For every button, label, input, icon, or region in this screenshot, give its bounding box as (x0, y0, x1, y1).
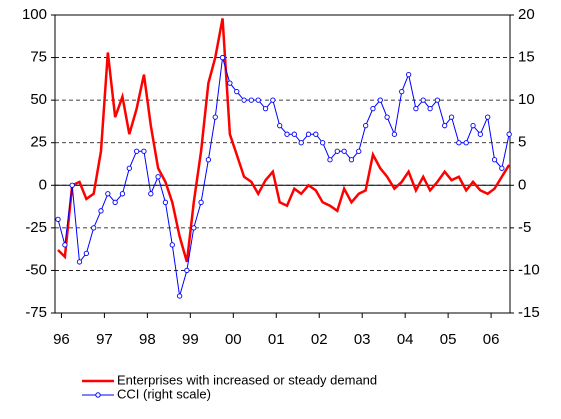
x-tick-label: 98 (139, 331, 156, 348)
y2-tick-label: 10 (518, 91, 535, 108)
point (420, 97, 426, 103)
point (148, 191, 154, 197)
point (477, 131, 484, 137)
point (105, 191, 111, 197)
point (384, 114, 390, 120)
point (399, 88, 405, 95)
point (234, 88, 240, 95)
point (356, 148, 362, 154)
legend-label: CCI (right scale) (117, 386, 211, 401)
point (98, 208, 104, 214)
point (198, 199, 204, 205)
y2-tick-label: -5 (518, 219, 531, 236)
point (298, 140, 304, 146)
x-tick-label: 04 (397, 331, 414, 348)
point (456, 140, 462, 146)
point (370, 106, 376, 112)
point (377, 97, 383, 103)
point (413, 106, 419, 112)
point (499, 165, 505, 171)
point (427, 106, 433, 112)
point (491, 157, 498, 163)
point (362, 123, 369, 129)
point (448, 114, 455, 120)
point (262, 106, 269, 112)
point (162, 199, 169, 205)
point (434, 97, 441, 103)
point (506, 131, 512, 137)
point (62, 242, 68, 248)
point (485, 114, 491, 120)
point (313, 131, 319, 137)
point (205, 157, 212, 163)
x-tick-label: 99 (182, 331, 199, 348)
point (91, 225, 97, 231)
point (320, 140, 326, 146)
point (405, 71, 412, 78)
x-tick-label: 00 (225, 331, 242, 348)
point (327, 157, 333, 163)
point (55, 216, 61, 222)
point (83, 250, 90, 257)
y2-tick-label: -10 (518, 261, 540, 278)
y-tick-label: 25 (30, 134, 47, 151)
point (341, 148, 347, 154)
y-tick-label: 75 (30, 49, 47, 66)
point (241, 97, 247, 103)
x-tick-label: 03 (354, 331, 371, 348)
x-tick-label: 97 (96, 331, 113, 348)
point (305, 131, 312, 137)
y2-tick-label: 15 (518, 49, 535, 66)
point (255, 97, 261, 103)
point (248, 97, 255, 103)
point (291, 131, 297, 137)
point (334, 148, 340, 154)
x-tick-label: 96 (53, 331, 70, 348)
point (184, 267, 190, 274)
series-line (57, 18, 511, 263)
y2-tick-label: 5 (518, 134, 526, 151)
point (227, 80, 233, 86)
point (284, 131, 290, 137)
y-tick-label: 100 (22, 6, 47, 23)
point (112, 199, 118, 205)
point (470, 123, 476, 129)
y2-tick-label: 0 (518, 176, 526, 193)
y-tick-label: -75 (25, 304, 47, 321)
x-tick-label: 02 (311, 331, 328, 348)
plot-frame (54, 14, 511, 314)
point (391, 131, 398, 137)
point (176, 293, 183, 299)
series-line (57, 57, 510, 297)
point (348, 157, 355, 163)
point (169, 242, 175, 248)
x-tick-label: 06 (483, 331, 500, 348)
x-tick-label: 01 (268, 331, 285, 348)
legend-label: Enterprises with increased or steady dem… (117, 372, 377, 387)
y2-tick-label: 20 (518, 6, 535, 23)
point (270, 97, 276, 103)
y-tick-label: 0 (39, 176, 47, 193)
point (277, 123, 283, 129)
point (212, 114, 218, 120)
point (155, 174, 161, 180)
point (119, 191, 126, 197)
point (191, 225, 197, 231)
point (76, 259, 83, 265)
point (69, 182, 75, 188)
y-tick-label: -50 (25, 261, 47, 278)
point (133, 148, 140, 154)
y2-tick-label: -15 (518, 304, 540, 321)
legend-marker (95, 392, 101, 398)
y-tick-label: -25 (25, 219, 47, 236)
point (442, 123, 448, 129)
y-tick-label: 50 (30, 91, 47, 108)
x-tick-label: 05 (440, 331, 457, 348)
point (463, 140, 469, 146)
point (141, 148, 147, 154)
point (219, 54, 226, 61)
point (126, 165, 132, 171)
